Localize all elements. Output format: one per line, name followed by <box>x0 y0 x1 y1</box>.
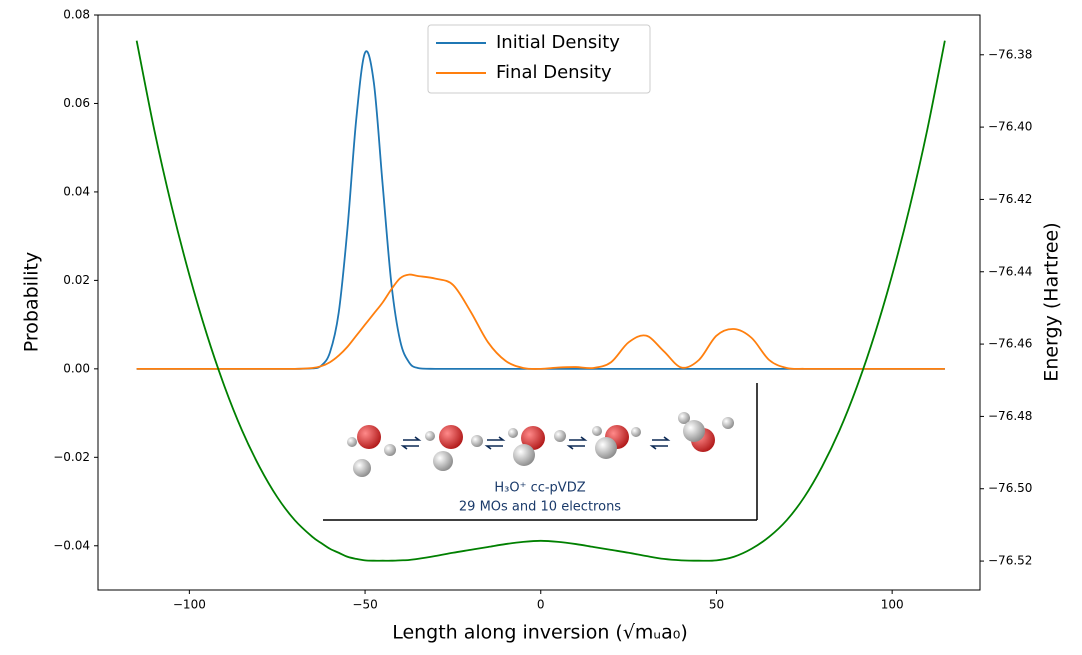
molecule <box>425 425 483 471</box>
y-tick-label: −0.04 <box>53 538 90 552</box>
y2-tick-label: −76.42 <box>988 192 1032 206</box>
y-tick-label: −0.02 <box>53 450 90 464</box>
annotation: H₃O⁺ cc-pVDZ <box>494 481 585 496</box>
x-tick-label: 50 <box>709 598 724 612</box>
data-line <box>136 50 945 370</box>
y-tick-label: 0.06 <box>63 96 90 110</box>
legend-label: Initial Density <box>496 32 620 53</box>
molecule <box>508 426 566 466</box>
y2-axis-label: Energy (Hartree) <box>1041 222 1063 381</box>
molecule <box>678 412 734 452</box>
y2-tick-label: −76.46 <box>988 337 1032 351</box>
y2-tick-label: −76.50 <box>988 481 1032 495</box>
equilibrium-arrows <box>400 436 671 450</box>
y2-tick-label: −76.40 <box>988 120 1032 134</box>
y-axis-label: Probability <box>21 252 43 352</box>
y-tick-label: 0.02 <box>63 273 90 287</box>
x-tick-label: 100 <box>881 598 904 612</box>
y2-tick-label: −76.38 <box>988 47 1032 61</box>
y-tick-label: 0.04 <box>63 184 90 198</box>
data-line <box>135 40 946 562</box>
x-tick-label: −50 <box>352 598 377 612</box>
y2-tick-label: −76.52 <box>988 554 1032 568</box>
molecule <box>592 425 641 459</box>
x-tick-label: −100 <box>173 598 206 612</box>
annotation: 29 MOs and 10 electrons <box>459 500 621 515</box>
y-tick-label: 0.00 <box>63 361 90 375</box>
x-axis-label: Length along inversion (√mᵤa₀) <box>392 622 688 644</box>
molecule <box>347 425 396 477</box>
legend: Initial Density Final Density <box>427 24 651 94</box>
plot-frame <box>97 14 981 591</box>
x-tick-label: 0 <box>537 598 545 612</box>
y2-tick-label: −76.48 <box>988 409 1032 423</box>
inset-figure <box>323 383 758 521</box>
y-tick-label: 0.08 <box>63 8 90 22</box>
data-line <box>136 273 945 370</box>
y2-tick-label: −76.44 <box>988 264 1032 278</box>
legend-label: Final Density <box>496 62 612 83</box>
